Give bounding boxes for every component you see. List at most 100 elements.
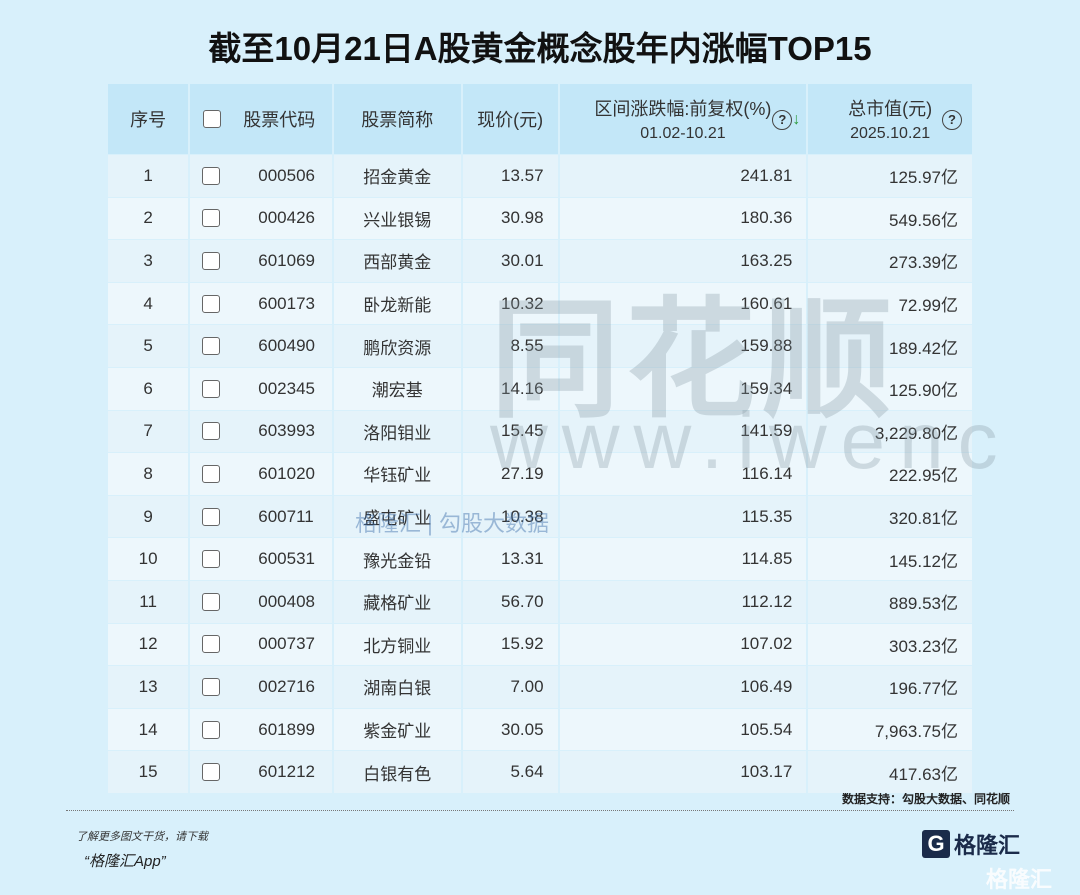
stock-change: 141.59: [559, 409, 809, 453]
stock-price: 30.01: [462, 239, 560, 282]
row-index: 4: [108, 281, 191, 325]
row-index: 5: [108, 324, 191, 367]
help-icon[interactable]: ?: [772, 110, 793, 130]
stock-name-link[interactable]: 藏格矿业: [333, 579, 463, 623]
stock-price: 7.00: [462, 665, 560, 708]
stock-price: 14.16: [462, 366, 560, 410]
page-title: 截至10月21日A股黄金概念股年内涨幅TOP15: [208, 30, 872, 67]
table-row: 9 600711 盛屯矿业 10.38 115.35 320.81亿: [108, 494, 972, 538]
select-all-checkbox[interactable]: [203, 110, 222, 128]
stock-market-cap: 3,229.80亿: [808, 409, 972, 453]
row-index: 8: [108, 452, 191, 495]
stock-change: 159.34: [559, 366, 809, 410]
stock-market-cap: 222.95亿: [808, 452, 972, 495]
stock-name-link[interactable]: 北方铜业: [333, 622, 463, 666]
row-index: 6: [108, 366, 191, 410]
stock-code: 601899: [258, 719, 315, 739]
stock-market-cap: 196.77亿: [808, 665, 972, 708]
row-checkbox[interactable]: [202, 337, 221, 356]
stock-price: 30.05: [462, 707, 560, 751]
row-code-cell: 000426: [190, 196, 334, 240]
stock-price: 10.32: [462, 281, 560, 325]
table-row: 3 601069 西部黄金 30.01 163.25 273.39亿: [108, 239, 972, 282]
row-checkbox[interactable]: [202, 677, 221, 696]
stock-change: 105.54: [559, 707, 809, 751]
row-code-cell: 600531: [190, 537, 334, 580]
stock-code: 000408: [258, 591, 315, 611]
row-checkbox[interactable]: [202, 294, 221, 313]
row-checkbox[interactable]: [202, 763, 221, 782]
stock-name-link[interactable]: 洛阳钼业: [333, 409, 463, 453]
corner-watermark-logo: 格隆汇: [986, 867, 1053, 892]
stock-name-link[interactable]: 鹏欣资源: [333, 324, 463, 367]
row-code-cell: 000506: [190, 154, 334, 197]
promo-text: 了解更多图文干货，请下载: [76, 831, 208, 843]
row-checkbox[interactable]: [202, 251, 221, 270]
row-checkbox[interactable]: [202, 209, 221, 228]
stock-market-cap: 189.42亿: [808, 324, 972, 367]
row-checkbox[interactable]: [202, 592, 221, 611]
row-index: 12: [108, 622, 191, 666]
row-code-cell: 601899: [190, 707, 334, 751]
stock-name-link[interactable]: 潮宏基: [333, 366, 463, 410]
row-code-cell: 601069: [190, 239, 334, 282]
help-icon[interactable]: ?: [942, 110, 962, 130]
row-index: 3: [108, 239, 191, 282]
stock-market-cap: 7,963.75亿: [808, 707, 972, 751]
row-code-cell: 600711: [190, 494, 334, 538]
stock-market-cap: 417.63亿: [808, 750, 972, 793]
row-index: 15: [108, 750, 191, 793]
header-cap: 总市值(元) 2025.10.21 ?: [808, 84, 972, 154]
stock-name-link[interactable]: 紫金矿业: [333, 707, 463, 751]
stock-change: 160.61: [559, 281, 809, 325]
stock-name-link[interactable]: 兴业银锡: [333, 196, 463, 240]
row-code-cell: 002716: [190, 665, 334, 708]
stock-code: 600711: [258, 506, 314, 526]
row-checkbox[interactable]: [202, 550, 221, 569]
stock-code: 601020: [258, 463, 315, 483]
header-change[interactable]: 区间涨跌幅:前复权(%) 01.02-10.21 ? ↓: [559, 84, 809, 154]
table-row: 8 601020 华钰矿业 27.19 116.14 222.95亿: [108, 452, 972, 495]
gelonghui-logo: G 格隆汇: [922, 828, 1020, 860]
stock-change: 116.14: [559, 452, 809, 495]
row-checkbox[interactable]: [202, 507, 221, 526]
stock-code: 601069: [258, 250, 315, 270]
stock-price: 56.70: [462, 579, 560, 623]
row-checkbox[interactable]: [202, 379, 221, 398]
stock-code: 000426: [258, 208, 315, 228]
stock-change: 180.36: [559, 196, 809, 240]
row-index: 10: [108, 537, 191, 580]
data-source: 数据支持：勾股大数据、同花顺: [841, 792, 1010, 806]
stock-code: 000506: [258, 165, 315, 185]
stock-price: 13.31: [462, 537, 560, 580]
divider: [66, 810, 1014, 811]
stock-name-link[interactable]: 招金黄金: [333, 154, 463, 197]
stock-name-link[interactable]: 西部黄金: [333, 239, 463, 282]
stock-name-link[interactable]: 卧龙新能: [333, 281, 463, 325]
stock-name-link[interactable]: 豫光金铅: [333, 537, 463, 580]
stock-market-cap: 145.12亿: [808, 537, 972, 580]
stock-name-link[interactable]: 白银有色: [333, 750, 463, 793]
stock-price: 15.45: [462, 409, 560, 453]
stock-change: 112.12: [559, 579, 809, 623]
stock-change: 241.81: [559, 154, 809, 197]
row-index: 14: [108, 707, 191, 751]
row-checkbox[interactable]: [202, 635, 221, 654]
stock-market-cap: 303.23亿: [808, 622, 972, 666]
sort-desc-icon[interactable]: ↓: [792, 111, 801, 128]
row-code-cell: 000408: [190, 579, 334, 623]
table-row: 14 601899 紫金矿业 30.05 105.54 7,963.75亿: [108, 707, 972, 751]
stock-market-cap: 549.56亿: [808, 196, 972, 240]
stock-name-link[interactable]: 盛屯矿业: [333, 494, 463, 538]
row-checkbox[interactable]: [202, 464, 221, 483]
row-code-cell: 603993: [190, 409, 334, 453]
stock-name-link[interactable]: 湖南白银: [333, 665, 463, 708]
table-row: 7 603993 洛阳钼业 15.45 141.59 3,229.80亿: [108, 409, 972, 453]
row-checkbox[interactable]: [202, 720, 221, 739]
table-row: 10 600531 豫光金铅 13.31 114.85 145.12亿: [108, 537, 972, 580]
row-checkbox[interactable]: [202, 166, 221, 185]
stock-name-link[interactable]: 华钰矿业: [333, 452, 463, 495]
header-index: 序号: [108, 84, 191, 154]
stock-market-cap: 125.90亿: [808, 366, 972, 410]
row-checkbox[interactable]: [202, 422, 221, 441]
